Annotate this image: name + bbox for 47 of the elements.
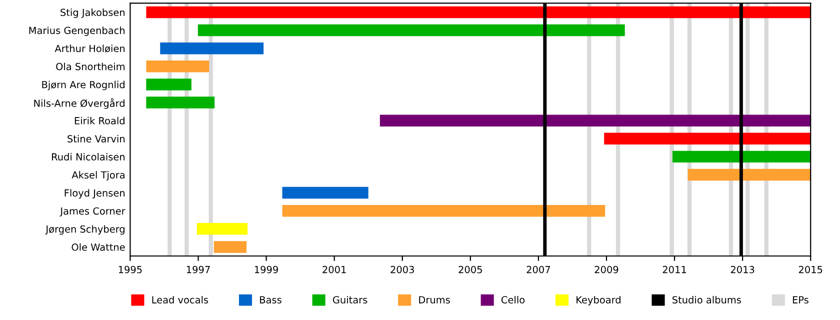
x-tick-label: 2015 [798,266,822,274]
bar [196,223,248,235]
x-tick-label: 1995 [118,266,142,274]
bar [604,132,811,144]
legend-label: Keyboard [576,296,620,306]
bar [146,96,215,108]
y-tick-label: Rudi Nicolaisen [52,152,125,161]
bar [146,78,192,90]
bar [688,168,811,181]
bar [672,150,811,163]
x-tick-label: 2013 [730,266,754,274]
bar [282,204,606,217]
legend-label: Studio albums [672,296,741,304]
x-tick-label: 2007 [526,266,550,274]
y-tick-label: Ole Wattne [72,243,125,251]
legend-label: Bass [260,296,282,304]
x-tick-label: 2005 [458,266,482,274]
x-tick-label: 2011 [662,266,686,274]
legend-label: EPs [792,296,808,304]
bar [380,114,811,126]
y-tick-label: Jørgen Schyberg [45,225,124,235]
y-tick-label: Arthur Holøien [54,44,125,52]
legend-label: Guitars [332,296,368,304]
x-tick-label: 1997 [186,266,210,274]
y-tick-label: James Corner [60,207,126,216]
y-tick-label: Ola Snortheim [56,62,125,70]
legend-label: Lead vocals [152,296,208,304]
x-tick-label: 2003 [390,266,414,274]
x-tick-label: 1999 [254,266,278,274]
x-tick-label: 2001 [322,266,346,274]
bar [146,6,811,18]
y-tick-label: Bjørn Are Rognlid [42,80,124,90]
y-tick-label: Floyd Jensen [64,189,125,199]
legend-label: Cello [501,296,525,304]
bar [282,186,368,199]
bar [214,241,247,253]
y-tick-label: Aksel Tjora [72,171,124,180]
bar [160,42,264,54]
legend-label: Drums [419,296,450,304]
bar [146,60,210,72]
x-tick-label: 2009 [594,266,618,274]
y-tick-label: Nils-Arne Øvergård [34,98,124,109]
y-tick-label: Stine Varvin [68,134,125,142]
bar [198,24,625,36]
y-tick-label: Marius Gengenbach [29,26,125,36]
y-tick-label: Stig Jakobsen [60,8,125,18]
y-tick-label: Eirik Roald [74,116,124,124]
